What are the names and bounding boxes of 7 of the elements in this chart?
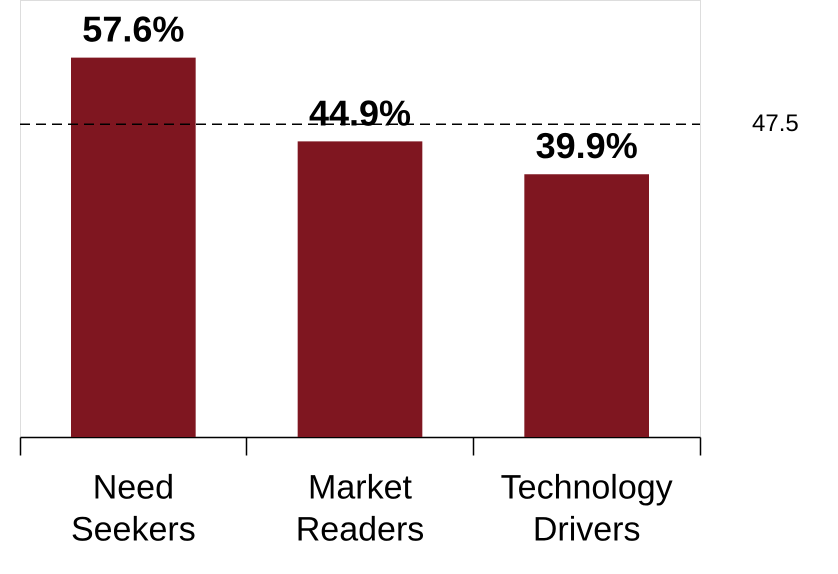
- data-label: 44.9%: [308, 92, 412, 134]
- x-tick-label: Need Seekers: [70, 468, 196, 548]
- data-label: 39.9%: [536, 125, 638, 166]
- ref-line-label: 47.5: [752, 110, 799, 138]
- x-tick-label: Market Readers: [296, 468, 424, 548]
- data-label: 57.6%: [82, 8, 184, 50]
- x-tick-label: Technology Drivers: [500, 468, 673, 548]
